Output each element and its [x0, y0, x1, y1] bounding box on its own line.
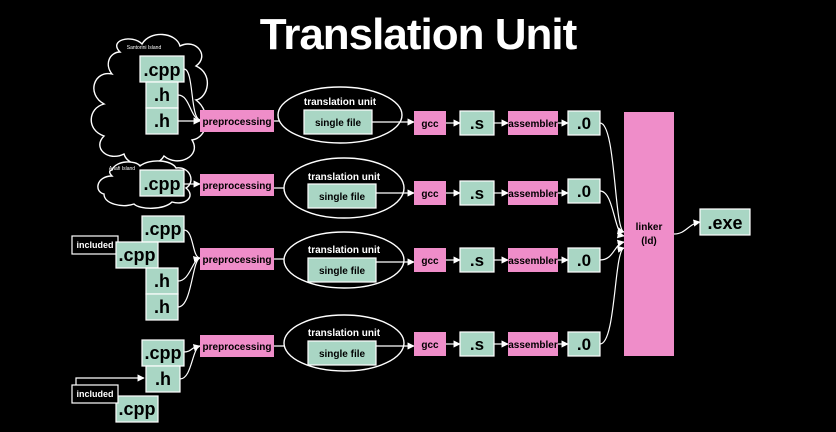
- assembler-box: [508, 332, 558, 356]
- asm-s-file-box: [459, 331, 495, 357]
- h-file-box: [145, 81, 179, 109]
- gcc-box: [414, 332, 446, 356]
- h-file-label: .h: [154, 111, 170, 131]
- object-file-label: .0: [577, 251, 591, 270]
- preprocessing-box: [200, 110, 274, 132]
- preprocessing-box: [200, 335, 274, 357]
- asm-s-file-box: [459, 180, 495, 206]
- cpp-file-box: [139, 169, 185, 197]
- single-file-label: single file: [319, 266, 366, 277]
- single-file-label: single file: [319, 349, 366, 360]
- linker-box: [624, 112, 674, 356]
- preprocessing-label: preprocessing: [203, 181, 272, 192]
- single-file-box: [307, 183, 377, 209]
- page-title: Translation Unit: [259, 10, 577, 59]
- h-file-label: .h: [154, 85, 170, 105]
- asm-s-file-box: [459, 110, 495, 136]
- assembler-label: assembler: [508, 340, 558, 351]
- cpp-file-box: [141, 339, 185, 367]
- assembler-label: assembler: [508, 119, 558, 130]
- gcc-box: [414, 248, 446, 272]
- asm-s-file-label: .s: [470, 114, 484, 133]
- cpp-file-label: .cpp: [144, 219, 181, 239]
- cpp-file-label: .cpp: [143, 174, 180, 194]
- preprocessing-label: preprocessing: [203, 255, 272, 266]
- h-file-label: .h: [155, 369, 171, 389]
- preprocessing-label: preprocessing: [203, 117, 272, 128]
- single-file-label: single file: [315, 118, 362, 129]
- assembler-label: assembler: [508, 189, 558, 200]
- gcc-label: gcc: [421, 119, 439, 130]
- assembler-label: assembler: [508, 256, 558, 267]
- cloud-santorini-label: Santorini Island: [127, 45, 162, 51]
- linker-stage: linker (ld) .exe: [624, 112, 751, 356]
- h-file-label: .h: [154, 297, 170, 317]
- preprocessing-box: [200, 248, 274, 270]
- cpp-file-label: .cpp: [143, 60, 180, 80]
- assembler-box: [508, 248, 558, 272]
- gcc-box: [414, 111, 446, 135]
- asm-s-file-label: .s: [470, 335, 484, 354]
- object-file-label: .0: [577, 335, 591, 354]
- cpp-included-box: [115, 395, 159, 423]
- single-file-box: [307, 257, 377, 283]
- linker-ld-label: (ld): [641, 236, 657, 247]
- pipeline-row-1: .cpp .h .h preprocessing translation uni…: [139, 55, 625, 235]
- included-label: included: [76, 240, 113, 250]
- cpp-file-label: .cpp: [144, 343, 181, 363]
- cpp-file-box: [141, 215, 185, 243]
- h-file-box: [145, 267, 179, 295]
- included-label: included: [76, 389, 113, 399]
- exe-file-box: [699, 208, 751, 236]
- cpp-included-label: .cpp: [118, 245, 155, 265]
- asm-s-file-label: .s: [470, 251, 484, 270]
- translation-unit-label: translation unit: [308, 328, 381, 339]
- linker-label: linker: [636, 222, 663, 233]
- assembler-box: [508, 181, 558, 205]
- single-file-label: single file: [319, 192, 366, 203]
- pipeline-row-3: included .cpp .cpp .h .h preprocessing t…: [71, 215, 625, 321]
- object-file-box: [567, 178, 601, 204]
- gcc-label: gcc: [421, 189, 439, 200]
- included-label-box: [71, 384, 119, 404]
- cpp-included-label: .cpp: [118, 399, 155, 419]
- asm-s-file-label: .s: [470, 184, 484, 203]
- exe-file-label: .exe: [707, 213, 742, 233]
- translation-unit-label: translation unit: [308, 245, 381, 256]
- gcc-box: [414, 181, 446, 205]
- object-file-label: .0: [577, 114, 591, 133]
- gcc-label: gcc: [421, 340, 439, 351]
- gcc-label: gcc: [421, 256, 439, 267]
- object-file-label: .0: [577, 182, 591, 201]
- cloud-anafi-label: Anafi Island: [109, 166, 135, 172]
- cpp-included-box: [115, 241, 159, 269]
- single-file-box: [303, 109, 373, 135]
- translation-unit-label: translation unit: [304, 97, 377, 108]
- preprocessing-label: preprocessing: [203, 342, 272, 353]
- preprocessing-box: [200, 174, 274, 196]
- single-file-box: [307, 340, 377, 366]
- pipeline-row-2: .cpp preprocessing translation unit sing…: [139, 157, 625, 239]
- object-file-box: [567, 331, 601, 357]
- h-file-label: .h: [154, 271, 170, 291]
- translation-unit-label: translation unit: [308, 172, 381, 183]
- assembler-box: [508, 111, 558, 135]
- pipeline-row-4: .cpp .h .cpp included preprocessing tran…: [71, 245, 625, 423]
